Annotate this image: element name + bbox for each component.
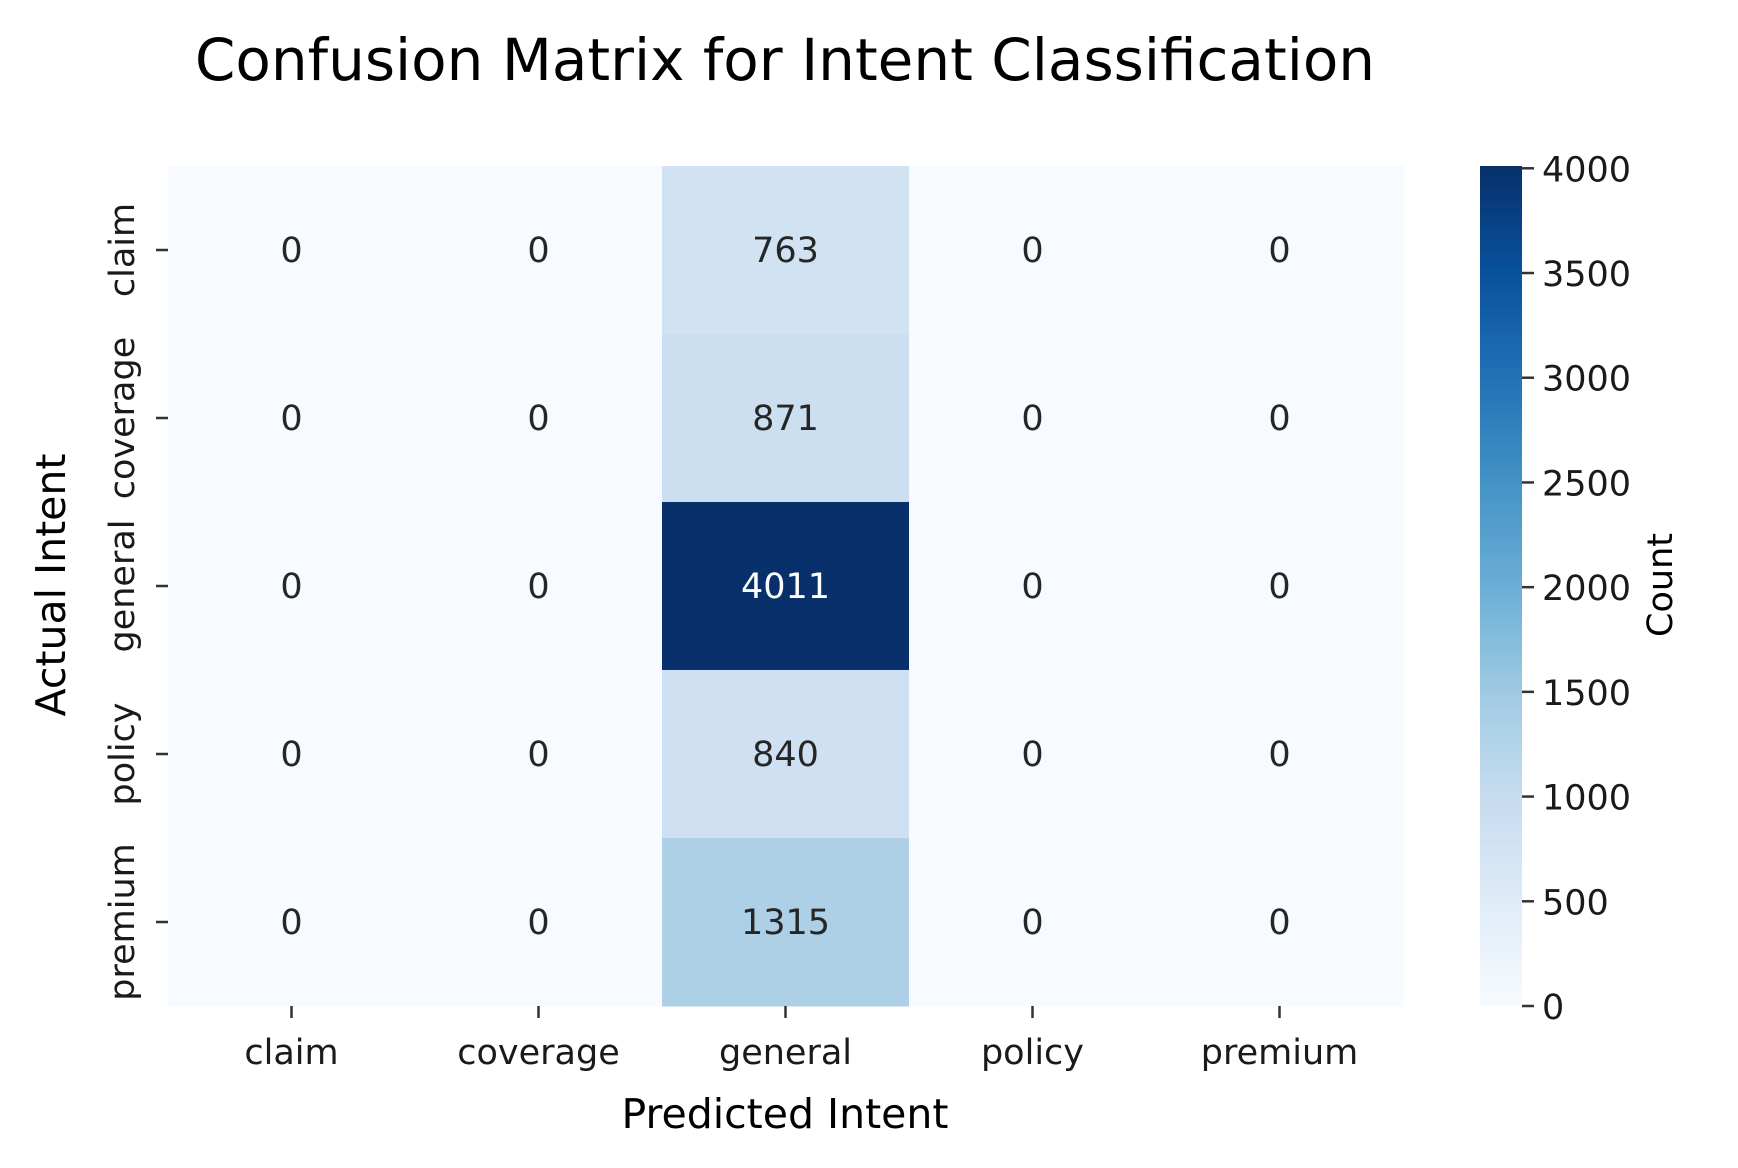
colorbar-tick-label: 0 — [1542, 988, 1564, 1028]
colorbar: 0 500 1000 1500 2000 2500 3000 3500 4000 — [1480, 150, 1631, 1028]
cell-value-label: 0 — [1021, 567, 1043, 607]
y-axis-label: Actual Intent — [27, 454, 75, 717]
y-axis: claim coverage general policy premium — [103, 203, 168, 1001]
cell-value-label: 0 — [280, 735, 302, 775]
heatmap-cell — [1156, 838, 1404, 1007]
heatmap-cell-labels: 0 0 763 0 0 0 0 871 0 0 0 0 4011 0 0 0 0 840 0 0 0 0 1315 0 0 — [280, 231, 1290, 943]
cell-value-label: 0 — [527, 231, 549, 271]
cell-value-label: 0 — [280, 567, 302, 607]
cell-value-label: 0 — [527, 903, 549, 943]
colorbar-tick-label: 2000 — [1542, 569, 1631, 609]
heatmap-cell — [415, 166, 663, 335]
cell-value-label: 0 — [280, 231, 302, 271]
colorbar-tick-label: 4000 — [1542, 150, 1631, 190]
heatmap-cell — [415, 838, 663, 1007]
cell-value-label: 0 — [1021, 903, 1043, 943]
heatmap-cell — [168, 166, 416, 335]
cell-value-label: 763 — [752, 231, 819, 271]
heatmap-cell — [909, 838, 1157, 1007]
heatmap-cell — [415, 334, 663, 503]
heatmap-cell — [662, 166, 910, 335]
colorbar-tick-label: 3500 — [1542, 255, 1631, 295]
colorbar-tick-label: 1000 — [1542, 779, 1631, 819]
y-tick-label: coverage — [103, 337, 143, 500]
colorbar-tick-label: 2500 — [1542, 464, 1631, 504]
heatmap-cell — [168, 334, 416, 503]
cell-value-label: 0 — [527, 735, 549, 775]
cell-value-label: 0 — [1268, 735, 1290, 775]
heatmap-cell — [1156, 334, 1404, 503]
cell-value-label: 0 — [1021, 399, 1043, 439]
cell-value-label: 0 — [280, 399, 302, 439]
heatmap-cell — [909, 334, 1157, 503]
cell-value-label: 0 — [1268, 399, 1290, 439]
colorbar-gradient — [1480, 166, 1522, 1006]
cell-value-label: 4011 — [741, 567, 830, 607]
x-tick-label: policy — [981, 1033, 1084, 1073]
y-tick-label: general — [103, 519, 143, 652]
y-tick-label: premium — [103, 843, 143, 1000]
cell-value-label: 0 — [280, 903, 302, 943]
cell-value-label: 871 — [752, 399, 819, 439]
colorbar-tick-label: 3000 — [1542, 360, 1631, 400]
cell-value-label: 0 — [1268, 231, 1290, 271]
heatmap-cell — [909, 502, 1157, 671]
x-tick-label: claim — [244, 1033, 338, 1073]
heatmap-cell — [415, 502, 663, 671]
y-tick-label: claim — [103, 203, 143, 297]
cell-value-label: 0 — [527, 567, 549, 607]
heatmap-cell — [1156, 502, 1404, 671]
cell-value-label: 0 — [1021, 735, 1043, 775]
x-tick-label: premium — [1201, 1033, 1358, 1073]
heatmap-cell — [909, 670, 1157, 839]
heatmap-cell — [662, 670, 910, 839]
heatmap-cell — [1156, 166, 1404, 335]
heatmap-cell — [662, 334, 910, 503]
heatmap-cell — [168, 838, 416, 1007]
heatmap-grid — [168, 166, 1404, 1007]
x-tick-label: general — [719, 1033, 852, 1073]
x-tick-label: coverage — [457, 1033, 620, 1073]
heatmap-cell — [168, 670, 416, 839]
x-axis: claim coverage general policy premium — [244, 1006, 1358, 1073]
cell-value-label: 0 — [527, 399, 549, 439]
cell-value-label: 0 — [1268, 903, 1290, 943]
x-axis-label: Predicted Intent — [622, 1090, 949, 1138]
heatmap-cell — [1156, 670, 1404, 839]
colorbar-tick-label: 500 — [1542, 883, 1609, 923]
heatmap-cell — [415, 670, 663, 839]
cell-value-label: 0 — [1268, 567, 1290, 607]
heatmap-cell — [662, 838, 910, 1007]
colorbar-label: Count — [1641, 533, 1681, 637]
cell-value-label: 0 — [1021, 231, 1043, 271]
heatmap-cell — [168, 502, 416, 671]
heatmap-cell — [909, 166, 1157, 335]
cell-value-label: 1315 — [741, 903, 830, 943]
cell-value-label: 840 — [752, 735, 819, 775]
heatmap-cell — [662, 502, 910, 671]
chart-title: Confusion Matrix for Intent Classificati… — [195, 26, 1375, 94]
colorbar-tick-label: 1500 — [1542, 674, 1631, 714]
y-tick-label: policy — [103, 702, 143, 805]
